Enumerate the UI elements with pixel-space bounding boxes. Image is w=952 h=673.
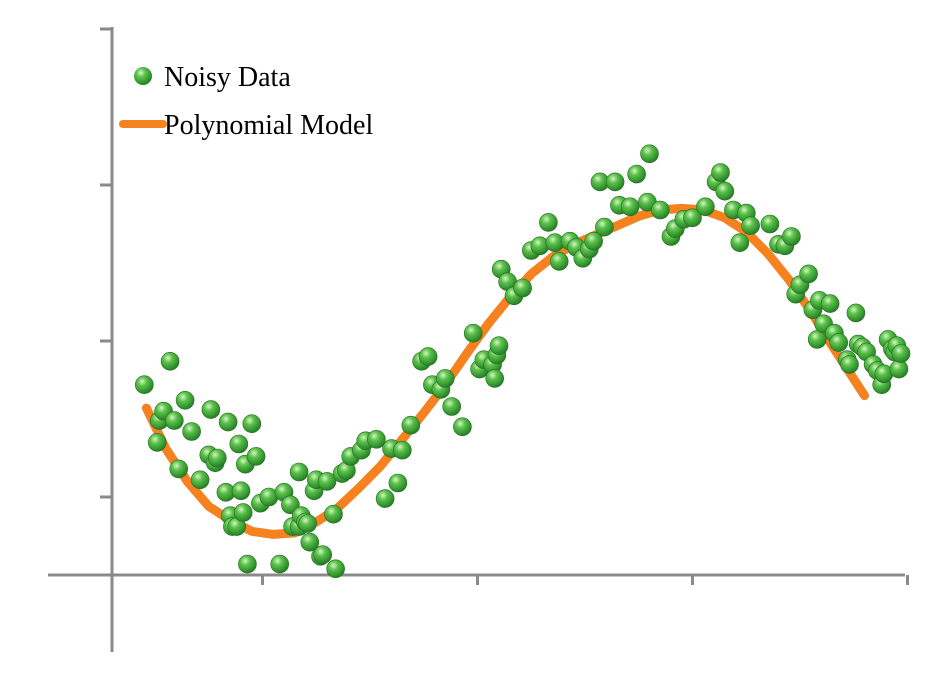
data-point-19 xyxy=(229,434,249,454)
data-point-62 xyxy=(453,417,472,437)
data-point-54 xyxy=(392,440,412,460)
data-point-85 xyxy=(595,217,614,237)
data-point-100 xyxy=(715,181,735,201)
data-point-51 xyxy=(375,489,395,508)
x-axis xyxy=(48,573,909,585)
data-point-36 xyxy=(298,514,317,533)
polynomial-model-series xyxy=(141,203,869,539)
data-point-116 xyxy=(820,294,840,313)
data-point-0 xyxy=(135,375,154,395)
data-point-88 xyxy=(620,197,640,217)
data-point-21 xyxy=(233,503,253,522)
data-point-104 xyxy=(741,216,760,235)
data-point-91 xyxy=(640,144,659,164)
data-point-55 xyxy=(401,415,421,435)
x-axis-ticks xyxy=(261,575,909,585)
data-point-57 xyxy=(418,347,438,366)
data-point-118 xyxy=(829,333,849,352)
data-point-24 xyxy=(242,414,262,434)
data-point-89 xyxy=(627,164,646,184)
data-point-20 xyxy=(231,481,251,501)
data-point-83 xyxy=(584,231,603,251)
data-point-69 xyxy=(489,336,509,356)
data-point-28 xyxy=(270,554,290,574)
data-point-25 xyxy=(246,447,266,466)
data-point-76 xyxy=(539,213,558,232)
data-point-113 xyxy=(807,330,827,349)
data-point-44 xyxy=(326,559,345,579)
y-axis xyxy=(100,27,114,652)
polynomial-model-line xyxy=(141,203,869,539)
data-point-42 xyxy=(317,472,337,491)
data-point-37 xyxy=(300,532,320,552)
data-point-15 xyxy=(218,412,238,432)
data-point-105 xyxy=(760,214,780,234)
data-point-50 xyxy=(367,429,386,449)
data-point-133 xyxy=(889,359,909,379)
data-point-73 xyxy=(513,278,532,298)
legend-item-noisy-data: Noisy Data xyxy=(134,62,291,93)
data-point-134 xyxy=(891,344,911,363)
data-point-63 xyxy=(463,323,483,343)
data-point-60 xyxy=(435,369,455,388)
data-point-86 xyxy=(605,172,625,192)
data-point-8 xyxy=(182,422,201,441)
data-point-7 xyxy=(175,390,195,410)
data-point-99 xyxy=(711,163,730,182)
legend-marker-noisy-data xyxy=(134,67,152,85)
data-point-120 xyxy=(840,355,859,374)
data-point-78 xyxy=(549,252,569,271)
data-point-33 xyxy=(289,462,309,482)
data-point-97 xyxy=(696,197,715,217)
legend-label-polynomial-model: Polynomial Model xyxy=(164,110,373,141)
y-axis-ticks xyxy=(100,27,112,499)
data-point-11 xyxy=(201,400,221,419)
data-point-53 xyxy=(388,473,408,493)
data-point-43 xyxy=(324,504,343,524)
data-point-111 xyxy=(799,264,818,284)
data-point-92 xyxy=(650,200,670,220)
noisy-data-series xyxy=(135,144,911,579)
data-point-9 xyxy=(190,470,210,490)
data-point-5 xyxy=(165,411,184,430)
data-point-1 xyxy=(147,433,167,452)
data-point-6 xyxy=(169,459,188,479)
legend: Noisy Data Polynomial Model xyxy=(119,62,373,141)
legend-item-polynomial-model: Polynomial Model xyxy=(119,110,373,141)
data-point-23 xyxy=(238,554,257,574)
data-point-41 xyxy=(313,545,333,565)
data-point-61 xyxy=(442,397,462,416)
data-point-67 xyxy=(485,369,505,388)
data-point-102 xyxy=(730,233,750,252)
legend-label-noisy-data: Noisy Data xyxy=(164,62,291,93)
data-point-13 xyxy=(208,448,227,468)
data-point-121 xyxy=(846,303,866,323)
data-point-4 xyxy=(160,351,180,371)
data-point-108 xyxy=(782,227,801,246)
data-point-96 xyxy=(683,208,702,228)
